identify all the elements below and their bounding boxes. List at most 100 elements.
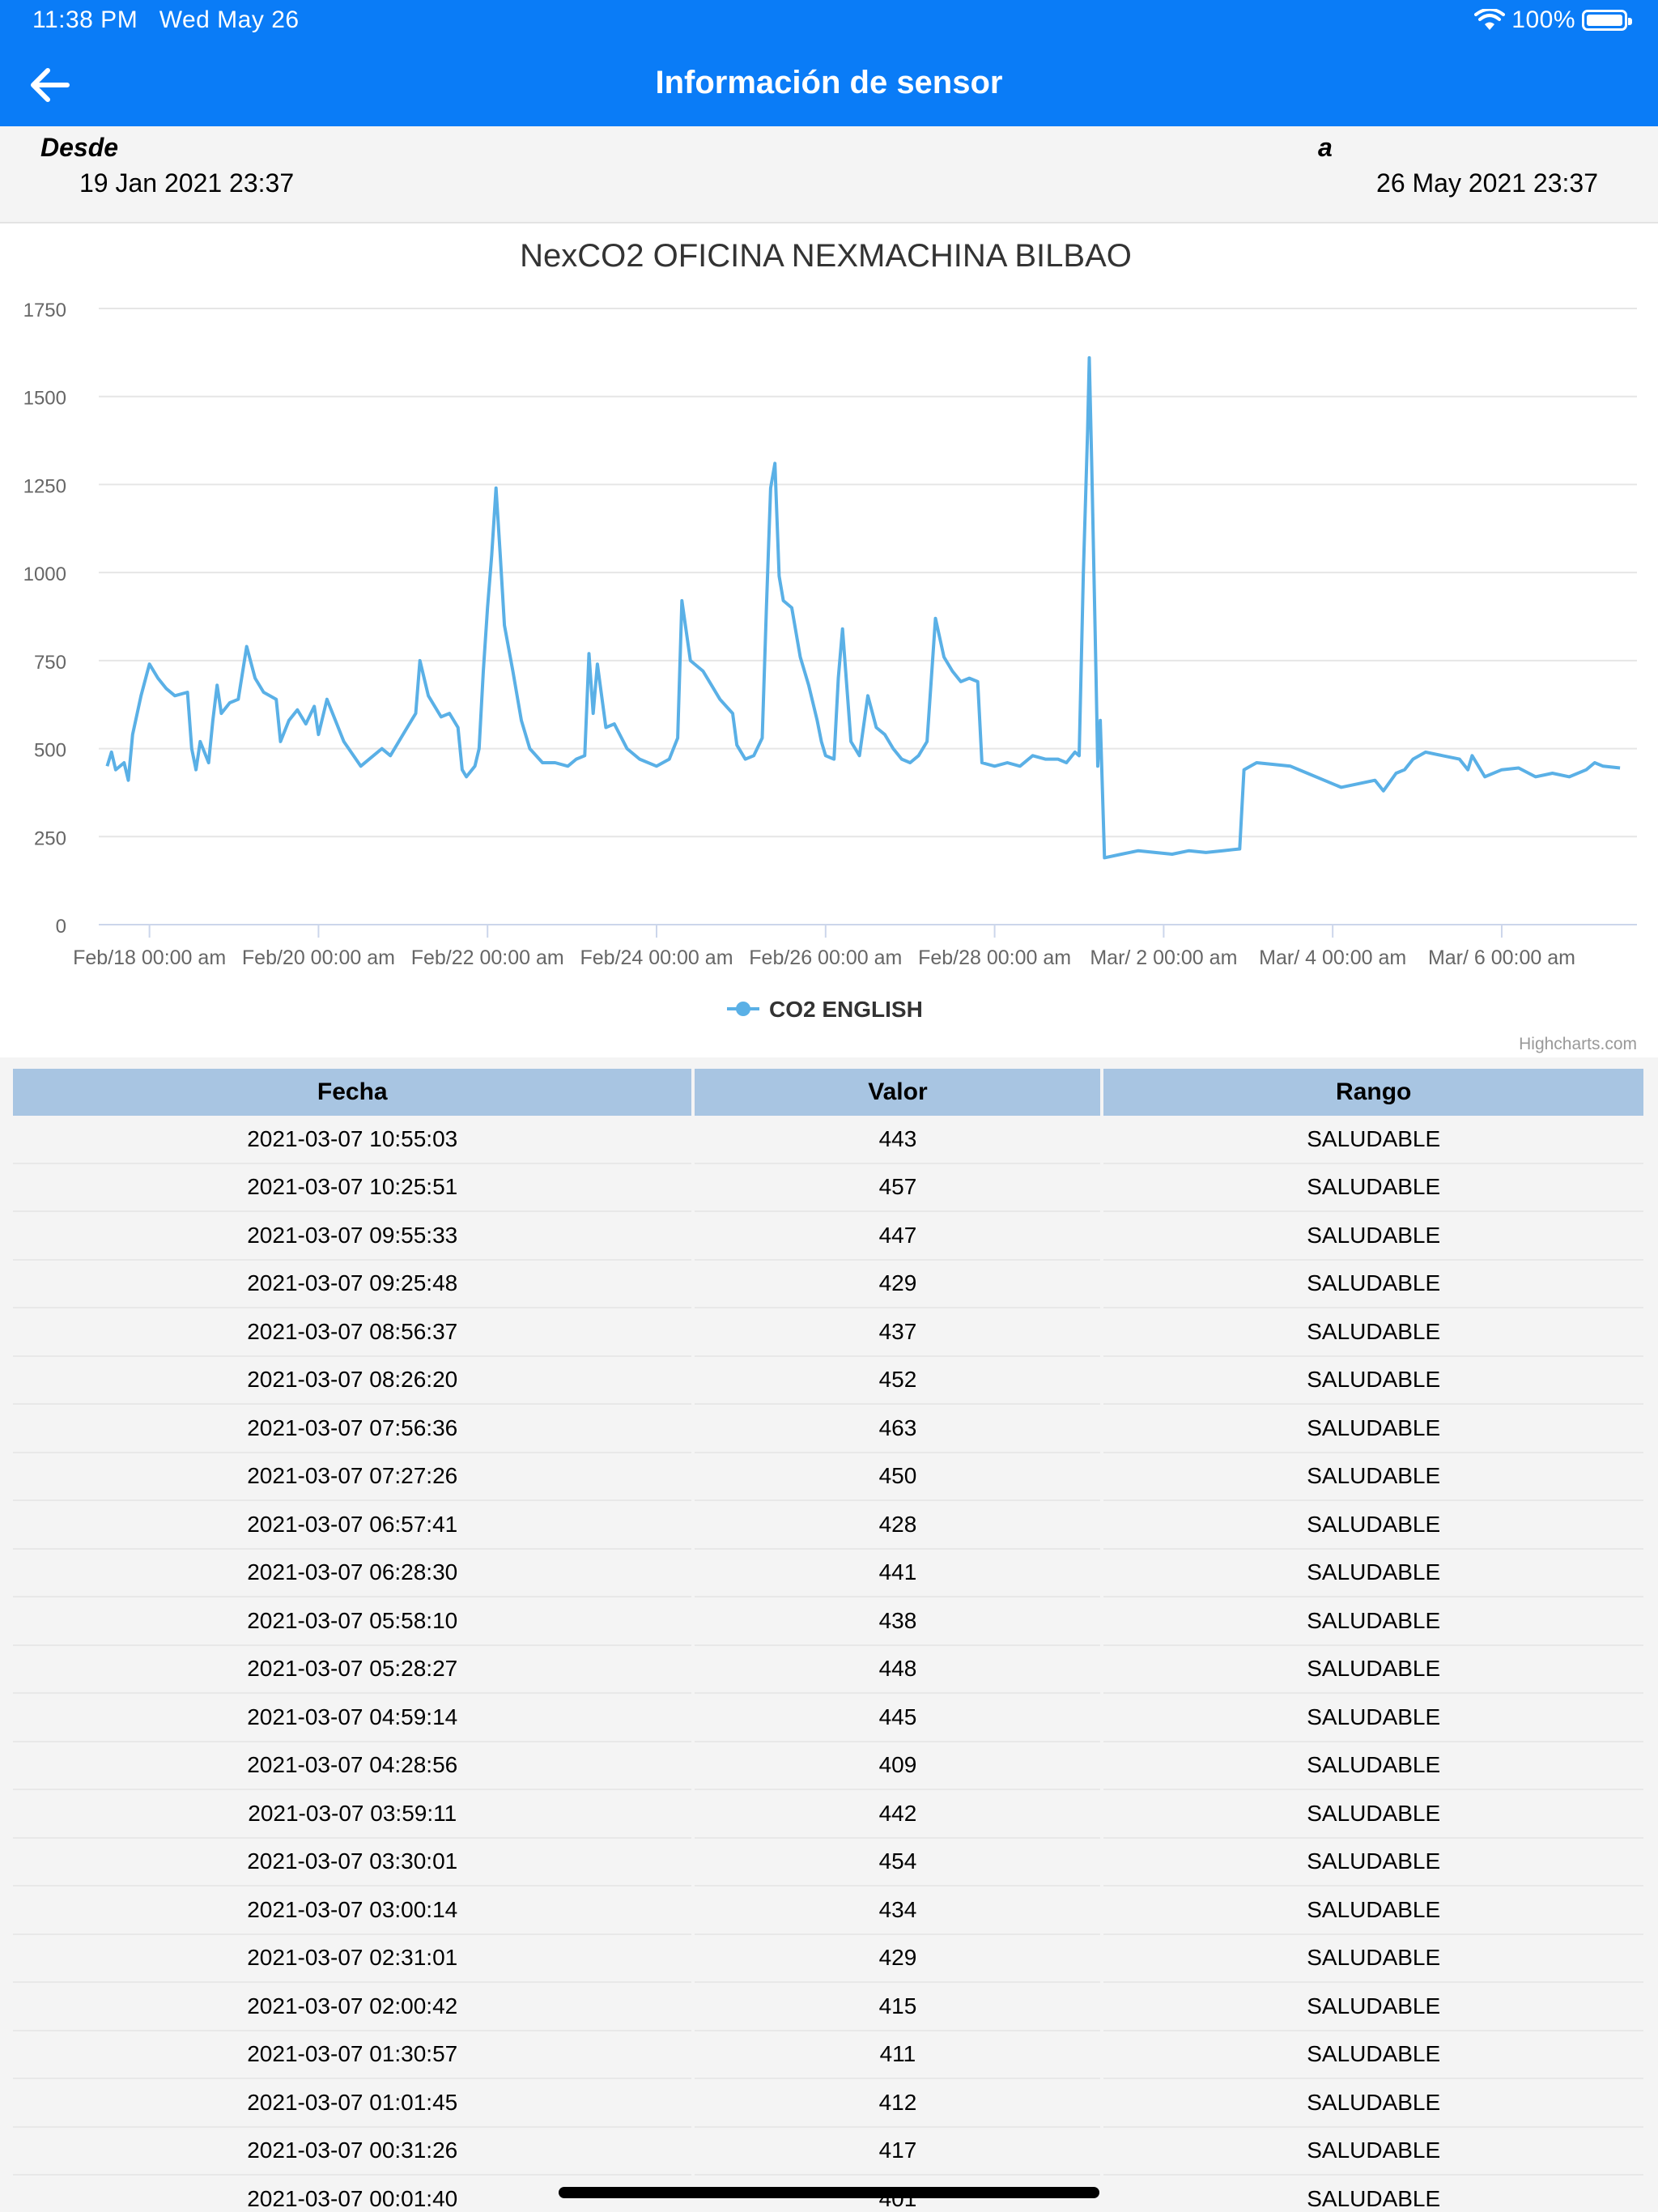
- cell-rango: SALUDABLE: [1103, 2176, 1643, 2212]
- cell-fecha: 2021-03-07 09:25:48: [13, 1260, 692, 1308]
- table-row[interactable]: 2021-03-07 00:01:40 401 SALUDABLE: [13, 2176, 1643, 2212]
- chart-credits[interactable]: Highcharts.com: [1519, 1035, 1637, 1053]
- cell-rango: SALUDABLE: [1103, 1983, 1643, 2031]
- cell-rango: SALUDABLE: [1103, 1694, 1643, 1742]
- cell-valor: 409: [695, 1742, 1101, 1790]
- cell-rango: SALUDABLE: [1103, 2031, 1643, 2079]
- table-row[interactable]: 2021-03-07 06:28:30 441 SALUDABLE: [13, 1549, 1643, 1597]
- x-tick-label: Feb/26 00:00 am: [749, 946, 902, 969]
- cell-fecha: 2021-03-07 04:59:14: [13, 1694, 692, 1742]
- x-tick-label: Feb/20 00:00 am: [242, 946, 395, 969]
- to-label: a: [1318, 133, 1333, 162]
- table-row[interactable]: 2021-03-07 08:56:37 437 SALUDABLE: [13, 1308, 1643, 1357]
- y-tick-label: 0: [56, 916, 66, 938]
- y-tick-label: 1250: [23, 475, 66, 497]
- x-tick-label: Mar/ 4 00:00 am: [1259, 946, 1406, 969]
- header-valor[interactable]: Valor: [695, 1069, 1101, 1116]
- table-row[interactable]: 2021-03-07 04:28:56 409 SALUDABLE: [13, 1742, 1643, 1790]
- table-row[interactable]: 2021-03-07 00:31:26 417 SALUDABLE: [13, 2127, 1643, 2176]
- x-tick-label: Feb/28 00:00 am: [918, 946, 1071, 969]
- cell-valor: 428: [695, 1501, 1101, 1550]
- table-row[interactable]: 2021-03-07 07:56:36 463 SALUDABLE: [13, 1405, 1643, 1453]
- table-row[interactable]: 2021-03-07 03:30:01 454 SALUDABLE: [13, 1838, 1643, 1887]
- header-fecha[interactable]: Fecha: [13, 1069, 692, 1116]
- cell-rango: SALUDABLE: [1103, 1597, 1643, 1646]
- home-indicator[interactable]: [559, 2187, 1099, 2198]
- cell-valor: 452: [695, 1356, 1101, 1405]
- table-row[interactable]: 2021-03-07 02:31:01 429 SALUDABLE: [13, 1934, 1643, 1983]
- from-date-picker[interactable]: 19 Jan 2021 23:37: [79, 168, 295, 198]
- table-row[interactable]: 2021-03-07 01:30:57 411 SALUDABLE: [13, 2031, 1643, 2079]
- cell-rango: SALUDABLE: [1103, 1308, 1643, 1357]
- cell-valor: 429: [695, 1934, 1101, 1983]
- page-title: Información de sensor: [655, 65, 1003, 100]
- table-row[interactable]: 2021-03-07 09:55:33 447 SALUDABLE: [13, 1212, 1643, 1261]
- cell-fecha: 2021-03-07 09:55:33: [13, 1212, 692, 1261]
- cell-valor: 457: [695, 1163, 1101, 1212]
- cell-rango: SALUDABLE: [1103, 1887, 1643, 1935]
- chart-canvas: NexCO2 OFICINA NEXMACHINA BILBAO 0 250 500 7…: [23, 238, 1637, 1053]
- y-tick-label: 1000: [23, 564, 66, 585]
- table-row[interactable]: 2021-03-07 07:27:26 450 SALUDABLE: [13, 1453, 1643, 1501]
- table-row[interactable]: 2021-03-07 06:57:41 428 SALUDABLE: [13, 1501, 1643, 1550]
- table-row[interactable]: 2021-03-07 05:28:27 448 SALUDABLE: [13, 1645, 1643, 1694]
- cell-rango: SALUDABLE: [1103, 1260, 1643, 1308]
- cell-fecha: 2021-03-07 04:28:56: [13, 1742, 692, 1790]
- arrow-left-icon: [31, 68, 70, 102]
- status-bar-time: 11:38 PM Wed May 26: [32, 6, 300, 34]
- cell-valor: 441: [695, 1549, 1101, 1597]
- cell-rango: SALUDABLE: [1103, 1838, 1643, 1887]
- table-row[interactable]: 2021-03-07 01:01:45 412 SALUDABLE: [13, 2079, 1643, 2128]
- cell-fecha: 2021-03-07 06:28:30: [13, 1549, 692, 1597]
- table-row[interactable]: 2021-03-07 10:55:03 443 SALUDABLE: [13, 1116, 1643, 1164]
- cell-rango: SALUDABLE: [1103, 2079, 1643, 2128]
- x-tick-label: Feb/24 00:00 am: [580, 946, 733, 969]
- cell-valor: 438: [695, 1597, 1101, 1646]
- table-row[interactable]: 2021-03-07 03:00:14 434 SALUDABLE: [13, 1887, 1643, 1935]
- cell-valor: 463: [695, 1405, 1101, 1453]
- cell-rango: SALUDABLE: [1103, 1116, 1643, 1164]
- table-row[interactable]: 2021-03-07 03:59:11 442 SALUDABLE: [13, 1790, 1643, 1839]
- cell-rango: SALUDABLE: [1103, 2127, 1643, 2176]
- x-tick-label: Feb/22 00:00 am: [411, 946, 564, 969]
- cell-fecha: 2021-03-07 02:31:01: [13, 1934, 692, 1983]
- y-tick-label: 1750: [23, 300, 66, 321]
- table-row[interactable]: 2021-03-07 08:26:20 452 SALUDABLE: [13, 1356, 1643, 1405]
- table-row[interactable]: 2021-03-07 10:25:51 457 SALUDABLE: [13, 1163, 1643, 1212]
- y-tick-label: 500: [34, 740, 66, 762]
- x-tick-label: Mar/ 2 00:00 am: [1090, 946, 1237, 969]
- readings-table: Fecha Valor Rango 2021-03-07 10:55:03 443…: [10, 1069, 1647, 2212]
- cell-fecha: 2021-03-07 00:31:26: [13, 2127, 692, 2176]
- status-time: 11:38 PM: [32, 6, 138, 33]
- status-date: Wed May 26: [159, 6, 300, 33]
- cell-fecha: 2021-03-07 07:56:36: [13, 1405, 692, 1453]
- table-row[interactable]: 2021-03-07 09:25:48 429 SALUDABLE: [13, 1260, 1643, 1308]
- legend-marker[interactable]: [736, 1002, 750, 1016]
- cell-valor: 447: [695, 1212, 1101, 1261]
- table-row[interactable]: 2021-03-07 04:59:14 445 SALUDABLE: [13, 1694, 1643, 1742]
- table-row[interactable]: 2021-03-07 05:58:10 438 SALUDABLE: [13, 1597, 1643, 1646]
- cell-fecha: 2021-03-07 01:01:45: [13, 2079, 692, 2128]
- table-header-row: Fecha Valor Rango: [13, 1069, 1643, 1116]
- y-tick-label: 250: [34, 827, 66, 849]
- series-line-co2[interactable]: [105, 355, 1621, 860]
- readings-table-container[interactable]: Fecha Valor Rango 2021-03-07 10:55:03 443…: [0, 1057, 1658, 2212]
- cell-rango: SALUDABLE: [1103, 1645, 1643, 1694]
- y-tick-label: 1500: [23, 388, 66, 410]
- header-rango[interactable]: Rango: [1103, 1069, 1643, 1116]
- cell-rango: SALUDABLE: [1103, 1934, 1643, 1983]
- x-tick-label: Mar/ 6 00:00 am: [1428, 946, 1575, 969]
- cell-valor: 417: [695, 2127, 1101, 2176]
- cell-fecha: 2021-03-07 05:28:27: [13, 1645, 692, 1694]
- battery-percent: 100%: [1511, 6, 1575, 33]
- from-label: Desde: [40, 133, 119, 162]
- cell-valor: 429: [695, 1260, 1101, 1308]
- chart-title: NexCO2 OFICINA NEXMACHINA BILBAO: [520, 238, 1132, 274]
- battery-icon: [1582, 10, 1632, 31]
- legend-item-co2[interactable]: CO2 ENGLISH: [769, 997, 923, 1022]
- back-button[interactable]: [23, 57, 76, 113]
- to-date-picker[interactable]: 26 May 2021 23:37: [1376, 168, 1598, 198]
- table-row[interactable]: 2021-03-07 02:00:42 415 SALUDABLE: [13, 1983, 1643, 2031]
- cell-valor: 443: [695, 1116, 1101, 1164]
- cell-fecha: 2021-03-07 00:01:40: [13, 2176, 692, 2212]
